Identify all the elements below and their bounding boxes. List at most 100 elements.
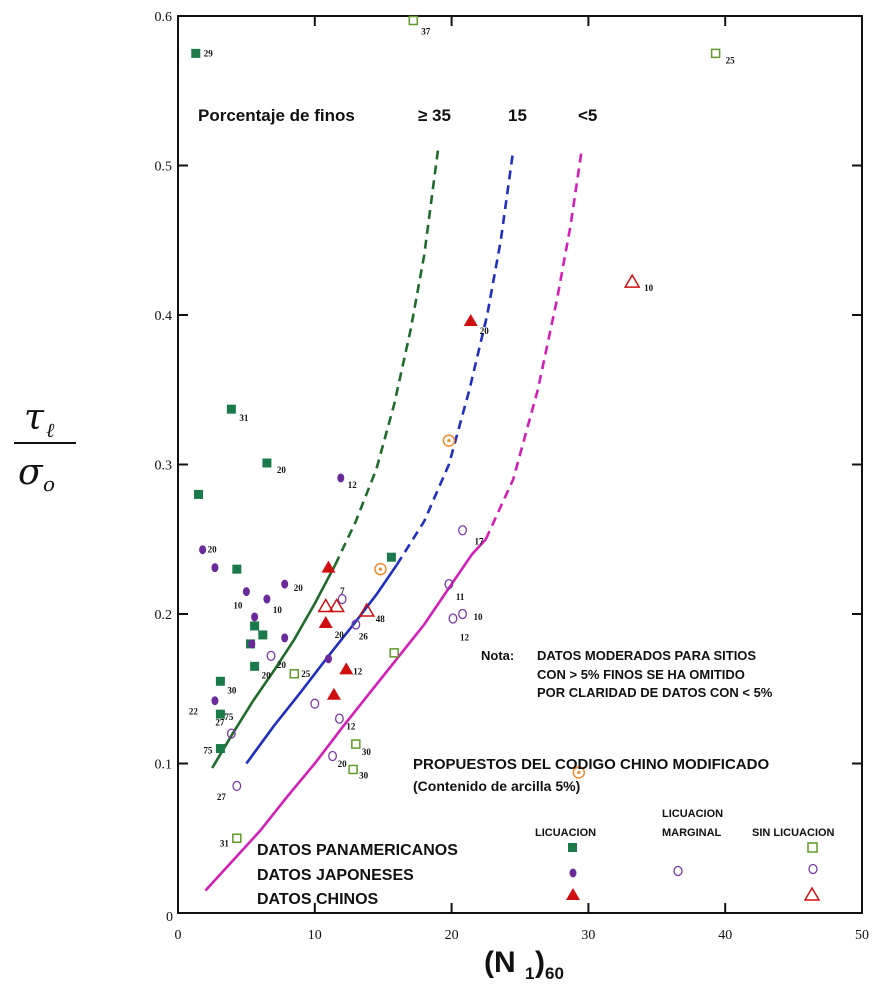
point-label: 31 bbox=[220, 838, 230, 848]
nota-line-2: CON > 5% FINOS SE HA OMITIDO bbox=[537, 667, 745, 682]
point-label: 31 bbox=[239, 413, 249, 423]
point-triangle-open bbox=[358, 602, 376, 617]
x-tick-label: 50 bbox=[855, 928, 869, 943]
y-axis-label: τ ℓ σ o bbox=[14, 397, 76, 496]
point-circle-dot-ring bbox=[442, 434, 456, 447]
point-circle-open bbox=[232, 780, 242, 792]
curve-dashed-2 bbox=[484, 150, 583, 540]
point-label: 20 bbox=[262, 670, 272, 680]
point-square-filled bbox=[262, 458, 272, 468]
legend-jap-marg-marker bbox=[673, 865, 683, 877]
ylabel-numerator: τ bbox=[24, 397, 45, 438]
point-square-open bbox=[348, 764, 358, 775]
boundary-curves bbox=[204, 150, 583, 892]
y-tick-label: 0.4 bbox=[155, 309, 173, 324]
point-circle-dot-center bbox=[378, 567, 383, 571]
point-label: 20 bbox=[277, 660, 287, 670]
point-circle-open bbox=[337, 593, 347, 605]
x-tick-label: 30 bbox=[581, 928, 595, 943]
point-label: 20 bbox=[277, 465, 287, 475]
point-label: 20 bbox=[335, 630, 345, 640]
point-circle-dot-ring bbox=[374, 562, 387, 576]
point-circle-open bbox=[448, 613, 458, 624]
point-square-filled bbox=[386, 552, 396, 562]
point-circle-filled bbox=[211, 696, 219, 706]
point-circle-filled bbox=[281, 633, 289, 643]
point-circle-filled bbox=[251, 612, 259, 622]
point-label: 20 bbox=[480, 326, 490, 336]
curve-solid-2 bbox=[204, 538, 487, 892]
curve-solid-0 bbox=[211, 564, 337, 769]
legend-jap-sin-marker bbox=[808, 863, 818, 875]
point-circle-filled bbox=[242, 587, 250, 597]
point-circle-open bbox=[226, 728, 236, 739]
point-label: 7 bbox=[340, 586, 345, 596]
point-label: 37 bbox=[421, 26, 431, 36]
point-label: 11 bbox=[456, 592, 465, 602]
point-triangle-filled bbox=[318, 615, 333, 628]
xlabel-close: ) bbox=[535, 946, 545, 979]
point-square-filled bbox=[194, 489, 204, 499]
x-tick-label: 40 bbox=[718, 928, 732, 943]
point-circle-open bbox=[351, 619, 361, 630]
point-circle-dot-center bbox=[577, 770, 581, 775]
point-circle-filled bbox=[248, 639, 256, 649]
point-circle-filled bbox=[263, 594, 271, 604]
point-label: 20 bbox=[294, 583, 304, 593]
point-label: 48 bbox=[376, 614, 386, 624]
point-circle-open bbox=[334, 713, 344, 724]
legend-col-marginal-1: LICUACION bbox=[662, 808, 723, 820]
point-label: 22 bbox=[189, 707, 199, 717]
y-tick-label: 0.1 bbox=[155, 758, 173, 773]
legend-jap-liq-marker bbox=[569, 868, 577, 878]
point-circle-filled bbox=[199, 545, 207, 555]
curve-label-15: 15 bbox=[508, 106, 527, 125]
point-label: 26 bbox=[359, 631, 369, 641]
point-label: 12 bbox=[348, 480, 358, 490]
y-tick-label: 0.3 bbox=[155, 459, 173, 474]
point-label: 25 bbox=[301, 669, 311, 679]
point-square-open bbox=[232, 833, 242, 843]
point-triangle-filled bbox=[339, 662, 354, 675]
point-circle-filled bbox=[281, 579, 289, 589]
point-label: 27 bbox=[217, 792, 227, 802]
point-label: 10 bbox=[233, 601, 243, 611]
legend-row-panamericanos: DATOS PANAMERICANOS bbox=[257, 842, 458, 859]
point-circle-open bbox=[458, 525, 467, 536]
legend-pan-sin-marker bbox=[807, 842, 818, 853]
point-label: 17 bbox=[475, 536, 485, 546]
point-square-open bbox=[408, 15, 419, 26]
data-points bbox=[191, 15, 721, 843]
point-circle-dot-center bbox=[447, 438, 451, 443]
point-circle-open bbox=[310, 698, 320, 709]
point-label: 12 bbox=[460, 632, 470, 642]
point-circle-open bbox=[444, 578, 454, 590]
point-label: 10 bbox=[474, 612, 484, 622]
point-label: 12 bbox=[346, 722, 356, 732]
legend-pan-liq-marker bbox=[568, 843, 577, 852]
point-label: 10 bbox=[273, 605, 283, 615]
ylabel-numerator-sub: ℓ bbox=[46, 418, 55, 442]
curve-solid-1 bbox=[245, 563, 398, 765]
point-label: 75 bbox=[224, 712, 234, 722]
curve-label-5: <5 bbox=[578, 106, 597, 125]
legend-col-licuacion: LICUACION bbox=[535, 827, 596, 839]
point-label: 30 bbox=[362, 747, 372, 757]
point-label: 20 bbox=[338, 759, 348, 769]
legend-chi-liq-marker bbox=[566, 888, 580, 900]
point-circle-filled bbox=[324, 654, 332, 664]
legend-symbols bbox=[566, 842, 821, 901]
point-square-filled bbox=[191, 48, 201, 58]
ylabel-denominator: σ bbox=[18, 452, 44, 493]
point-circle-filled bbox=[211, 563, 219, 573]
legend-col-sin: SIN LICUACION bbox=[752, 827, 835, 839]
point-label: 10 bbox=[644, 283, 654, 293]
point-label: 20 bbox=[208, 545, 218, 555]
point-square-open bbox=[710, 48, 721, 59]
point-square-open bbox=[389, 648, 399, 658]
x-tick-label: 0 bbox=[175, 928, 182, 943]
legend-row-chinos: DATOS CHINOS bbox=[257, 891, 379, 908]
point-labels: 29 37 25 10 20 31 20 12 17 20 20 10 10 11 10 12 48 7 20 26 2… bbox=[189, 26, 735, 848]
axis-ticks: 0 10 20 30 40 50 0.1 0.2 0.3 0.4 0.5 0.6 0 bbox=[155, 10, 870, 943]
